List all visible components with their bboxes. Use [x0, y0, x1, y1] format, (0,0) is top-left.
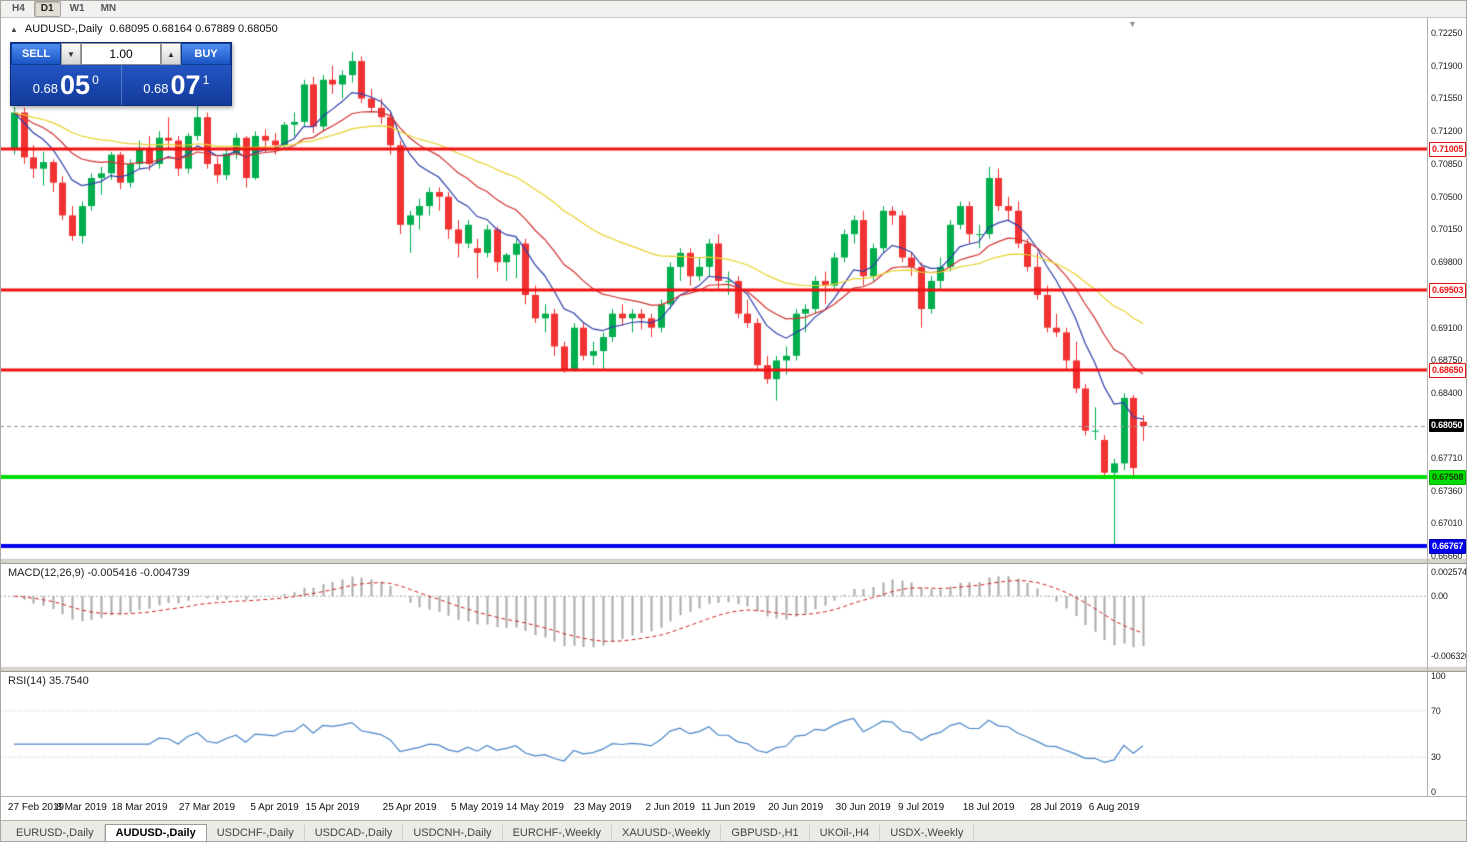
sell-price-big-digits: 05 — [60, 69, 91, 100]
timeframe-button-mn[interactable]: MN — [100, 2, 117, 14]
price-axis-label: 0.68400 — [1431, 388, 1463, 399]
pane-separator-macd-rsi[interactable] — [0, 666, 1467, 672]
current-price-badge: 0.68050 — [1429, 418, 1465, 432]
price-axis-label: 0.72250 — [1431, 28, 1463, 38]
sell-price-display[interactable]: 0.68 05 0 — [11, 65, 121, 105]
buy-price-display[interactable]: 0.68 07 1 — [120, 65, 232, 105]
price-line-badge: 0.69503 — [1429, 283, 1467, 298]
chart-shift-marker-icon[interactable]: ▼ — [1128, 19, 1137, 29]
chart-canvas[interactable] — [0, 0, 1467, 800]
buy-button[interactable]: BUY — [181, 43, 231, 65]
price-axis-label: 0.70500 — [1431, 191, 1463, 202]
price-axis-label: 0.69100 — [1431, 322, 1463, 333]
date-label: 30 Jun 2019 — [835, 802, 891, 813]
price-axis-label: 0.70850 — [1431, 158, 1463, 169]
price-axis-label: 0.67360 — [1431, 485, 1463, 496]
date-label: 6 Aug 2019 — [1088, 802, 1140, 813]
chart-ohlc-values: 0.68095 0.68164 0.67889 0.68050 — [109, 23, 278, 35]
price-line-badge: 0.67508 — [1429, 469, 1467, 485]
chart-tab[interactable]: USDCHF-,Daily — [207, 825, 305, 842]
rsi-axis-label: 0 — [1431, 787, 1436, 797]
date-label: 5 May 2019 — [451, 802, 504, 813]
date-label: 20 Jun 2019 — [768, 802, 824, 813]
volume-decrease-button[interactable]: ▼ — [61, 43, 81, 65]
date-label: 23 May 2019 — [573, 802, 632, 813]
buy-price-pip-digit: 1 — [202, 72, 210, 87]
rsi-axis-label: 30 — [1431, 752, 1441, 763]
buy-price-big-digits: 07 — [170, 69, 201, 100]
price-axis-label: 0.68750 — [1431, 355, 1463, 366]
date-label: 27 Feb 2019 — [7, 802, 65, 813]
chart-tab[interactable]: EURCHF-,Weekly — [503, 825, 612, 842]
macd-axis-label: -0.006326 — [1431, 650, 1467, 661]
price-axis-label: 0.67010 — [1431, 518, 1463, 529]
chart-symbol-period: AUDUSD-,Daily — [24, 23, 103, 35]
price-axis-label: 0.71550 — [1431, 93, 1463, 104]
date-label: 2 Jun 2019 — [645, 802, 695, 813]
timeframe-button-w1[interactable]: W1 — [69, 2, 85, 14]
chart-tab[interactable]: USDCAD-,Daily — [305, 825, 404, 842]
volume-input[interactable] — [81, 43, 161, 65]
date-label: 9 Jul 2019 — [898, 802, 945, 813]
one-click-trading-panel: SELL ▼ ▲ BUY 0.68 05 0 0.68 07 1 — [10, 42, 232, 106]
price-axis[interactable]: 0.72250 0.71900 0.71550 0.71200 0.70850 0.705… — [1427, 18, 1467, 797]
chart-tab[interactable]: GBPUSD-,H1 — [721, 825, 810, 842]
pane-separator-price-macd[interactable] — [0, 558, 1467, 564]
date-label: 28 Jul 2019 — [1030, 802, 1083, 813]
rsi-axis-label: 70 — [1431, 705, 1441, 716]
price-line-badge: 0.66767 — [1429, 538, 1467, 554]
date-label: 5 Apr 2019 — [250, 802, 299, 813]
chart-tab-bar: EURUSD-,Daily AUDUSD-,Daily USDCHF-,Daily U… — [0, 820, 1467, 843]
price-axis-label: 0.71200 — [1431, 126, 1463, 137]
one-click-panel-toggle-icon[interactable]: ▲ — [10, 24, 18, 34]
chart-tab[interactable]: USDX-,Weekly — [880, 825, 975, 842]
timeframe-button-h4[interactable]: H4 — [12, 2, 25, 14]
date-label: 27 Mar 2019 — [178, 802, 236, 813]
chart-tab[interactable]: USDCNH-,Daily — [403, 825, 503, 842]
chart-tab[interactable]: UKOil-,H4 — [810, 825, 881, 842]
rsi-label: RSI(14) 35.7540 — [8, 675, 89, 687]
date-label: 18 Jul 2019 — [962, 802, 1015, 813]
price-axis-label: 0.69800 — [1431, 257, 1463, 268]
price-line-badge: 0.68650 — [1429, 362, 1467, 378]
sell-price-pip-digit: 0 — [92, 72, 99, 87]
rsi-axis-label: 100 — [1431, 671, 1446, 681]
macd-label: MACD(12,26,9) -0.005416 -0.004739 — [8, 567, 190, 579]
date-label: 8 Mar 2019 — [56, 802, 107, 813]
macd-axis-label: 0.002574 — [1431, 567, 1467, 577]
date-label: 18 Mar 2019 — [111, 802, 168, 813]
timeframe-button-d1[interactable]: D1 — [33, 0, 61, 17]
chart-tab[interactable]: XAUUSD-,Weekly — [612, 825, 722, 842]
price-axis-label: 0.70150 — [1431, 224, 1463, 235]
chart-ohlc-header: ▲ AUDUSD-,Daily 0.68095 0.68164 0.67889 … — [10, 23, 278, 35]
date-label: 11 Jun 2019 — [700, 802, 756, 813]
volume-increase-button[interactable]: ▲ — [161, 43, 181, 65]
sell-price-prefix: 0.68 — [32, 81, 59, 96]
price-axis-label: 0.66660 — [1431, 551, 1463, 561]
timeframe-toolbar: H4 D1 W1 MN — [0, 0, 1467, 18]
time-axis[interactable]: 27 Feb 2019 8 Mar 2019 18 Mar 2019 27 Mar 2… — [0, 796, 1467, 821]
price-axis-label: 0.67710 — [1431, 452, 1463, 463]
date-label: 14 May 2019 — [506, 802, 565, 813]
macd-axis-label: 0.00 — [1431, 591, 1448, 602]
buy-price-prefix: 0.68 — [143, 81, 169, 96]
chart-tab[interactable]: AUDUSD-,Daily — [104, 824, 207, 843]
date-label: 25 Apr 2019 — [382, 802, 437, 813]
sell-button[interactable]: SELL — [11, 43, 61, 65]
price-line-badge: 0.71005 — [1429, 142, 1467, 158]
price-axis-label: 0.71900 — [1431, 60, 1463, 71]
date-label: 15 Apr 2019 — [305, 802, 360, 813]
chart-tab[interactable]: EURUSD-,Daily — [6, 825, 105, 842]
